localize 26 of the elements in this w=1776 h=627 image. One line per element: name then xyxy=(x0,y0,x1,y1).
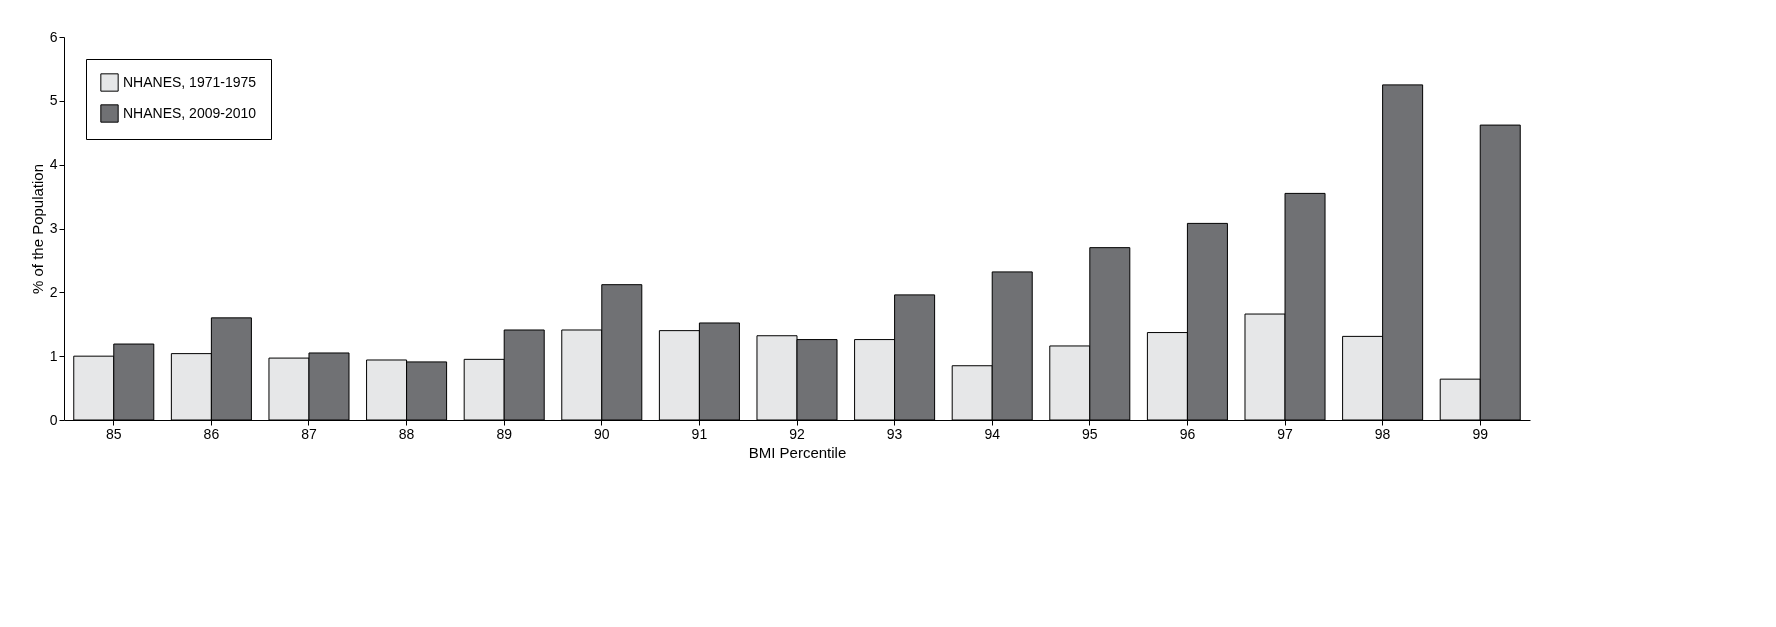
y-tick-label: 2 xyxy=(49,283,58,300)
x-tick-label: 97 xyxy=(1277,425,1294,442)
x-tick-label: 94 xyxy=(984,425,1001,442)
y-tick-label: 0 xyxy=(49,411,58,428)
x-tick-label: 91 xyxy=(691,425,708,442)
x-tick-label: 92 xyxy=(789,425,805,442)
x-tick-label: 89 xyxy=(496,425,513,442)
y-tick-label: 4 xyxy=(49,156,58,173)
x-tick-label: 93 xyxy=(886,425,903,442)
x-tick-label: 85 xyxy=(105,425,122,442)
x-tick-label: 95 xyxy=(1082,425,1098,442)
legend-label: NHANES, 1971-1975 xyxy=(123,73,257,90)
x-tick-label: 86 xyxy=(203,425,220,442)
x-tick-label: 98 xyxy=(1374,425,1391,442)
x-tick-label: 90 xyxy=(594,425,610,442)
y-tick-label: 1 xyxy=(49,347,58,364)
y-tick-label: 6 xyxy=(49,28,58,45)
x-tick-label: 99 xyxy=(1472,425,1489,442)
legend-label: NHANES, 2009-2010 xyxy=(123,104,257,121)
y-axis-title: % of the Population xyxy=(28,163,46,295)
y-tick-label: 3 xyxy=(49,220,58,236)
x-tick-label: 96 xyxy=(1179,425,1196,442)
x-axis-title: BMI Percentile xyxy=(748,443,847,461)
x-tick-label: 87 xyxy=(301,425,317,442)
x-tick-label: 88 xyxy=(398,425,415,442)
y-tick-label: 5 xyxy=(49,92,58,109)
